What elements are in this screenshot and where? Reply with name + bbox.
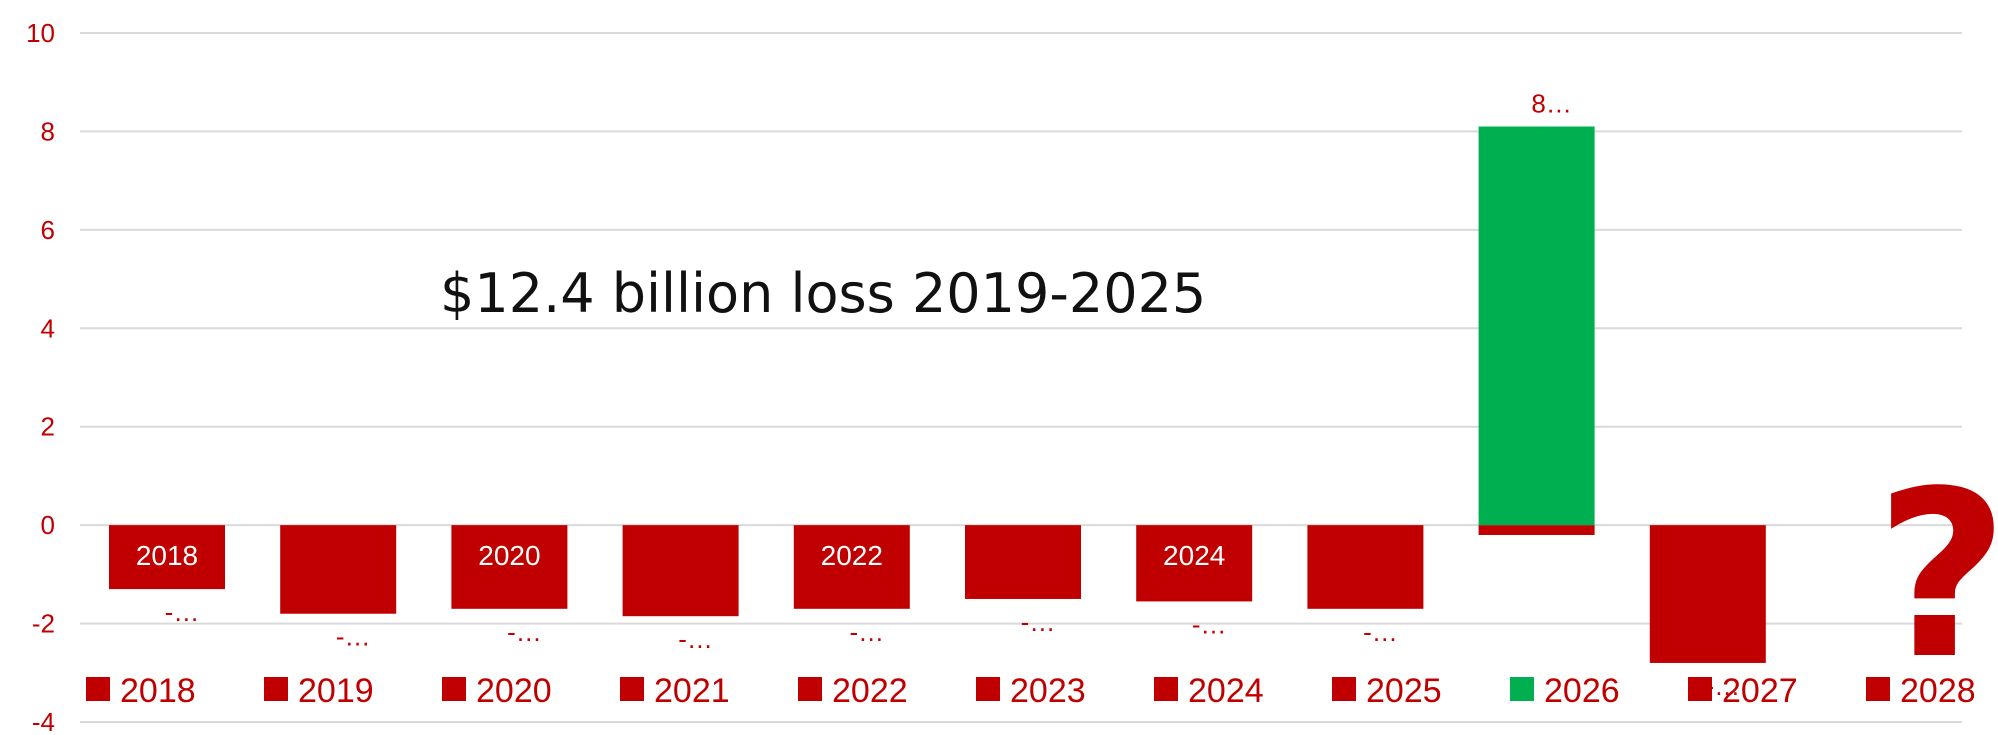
legend-swatch-2020 [442, 677, 466, 701]
bar-2020 [451, 525, 568, 609]
data-label-2023: -… [1021, 607, 1056, 637]
bar-positive-2026 [1478, 126, 1595, 526]
legend-label-2020: 2020 [476, 672, 552, 710]
legend-label-2019: 2019 [298, 672, 374, 710]
bar-label-2020: 2020 [478, 540, 540, 571]
bar-2022 [793, 525, 910, 609]
legend-swatch-2018 [86, 677, 110, 701]
legend-swatch-2025 [1332, 677, 1356, 701]
legend-swatch-2019 [264, 677, 288, 701]
data-label-2021: -… [678, 624, 713, 654]
legend-swatch-2026 [1510, 677, 1534, 701]
bar-2025 [1307, 525, 1424, 609]
data-label-2019: -… [336, 622, 371, 652]
data-label-2025: -… [1363, 617, 1398, 647]
bar-label-2024: 2024 [1163, 540, 1225, 571]
bar-2023 [965, 525, 1081, 599]
data-label-2026: 8… [1531, 89, 1571, 119]
legend-swatch-2024 [1154, 677, 1178, 701]
y-tick-label: -2 [32, 609, 55, 639]
y-tick-label: 8 [41, 116, 55, 146]
legend: 2018 2019 2020 2021 2022 2023 2024 2025 2026 2027… [86, 672, 1976, 710]
legend-swatch-2021 [620, 677, 644, 701]
y-tick-label: 10 [26, 18, 55, 48]
data-label-2018: -… [165, 597, 200, 627]
legend-label-2024: 2024 [1188, 672, 1264, 710]
y-tick-label: 4 [41, 313, 55, 343]
legend-label-2018: 2018 [120, 672, 196, 710]
legend-label-2025: 2025 [1366, 672, 1442, 710]
data-label-2022: -… [849, 617, 884, 647]
legend-swatch-2022 [798, 677, 822, 701]
bar-label-2018: 2018 [136, 540, 198, 571]
bar-2021 [622, 525, 739, 617]
bar-2026 [1478, 525, 1595, 535]
legend-swatch-2023 [976, 677, 1000, 701]
bar-2024 [1136, 525, 1253, 602]
bar-label-2022: 2022 [821, 540, 883, 571]
data-labels: -…-… -… -… -… -… -… -…8…-… [165, 89, 1740, 701]
legend-label-2027: 2027 [1722, 672, 1798, 710]
bar-2018 [109, 525, 225, 590]
legend-swatch-2027 [1688, 677, 1712, 701]
legend-label-2021: 2021 [654, 672, 730, 710]
question-mark: ? [1875, 443, 1998, 710]
legend-label-2022: 2022 [832, 672, 908, 710]
bar-2027 [1649, 525, 1766, 663]
legend-label-2023: 2023 [1010, 672, 1086, 710]
legend-label-2028: 2028 [1900, 672, 1976, 710]
bar-2019 [280, 525, 397, 614]
y-tick-label: 0 [41, 510, 55, 540]
legend-swatch-2028 [1866, 677, 1890, 701]
data-label-2024: -… [1192, 609, 1227, 639]
loss-annotation: $12.4 billion loss 2019-2025 [440, 262, 1206, 325]
y-tick-label: 6 [41, 215, 55, 245]
data-label-2020: -… [507, 617, 542, 647]
bars: 2018 2020 2022 2024 [109, 126, 1766, 663]
y-tick-label: 2 [41, 412, 55, 442]
y-axis-ticks: 10 8 6 4 2 0 -2 -4 [26, 18, 55, 735]
y-tick-label: -4 [32, 707, 55, 735]
legend-label-2026: 2026 [1544, 672, 1620, 710]
